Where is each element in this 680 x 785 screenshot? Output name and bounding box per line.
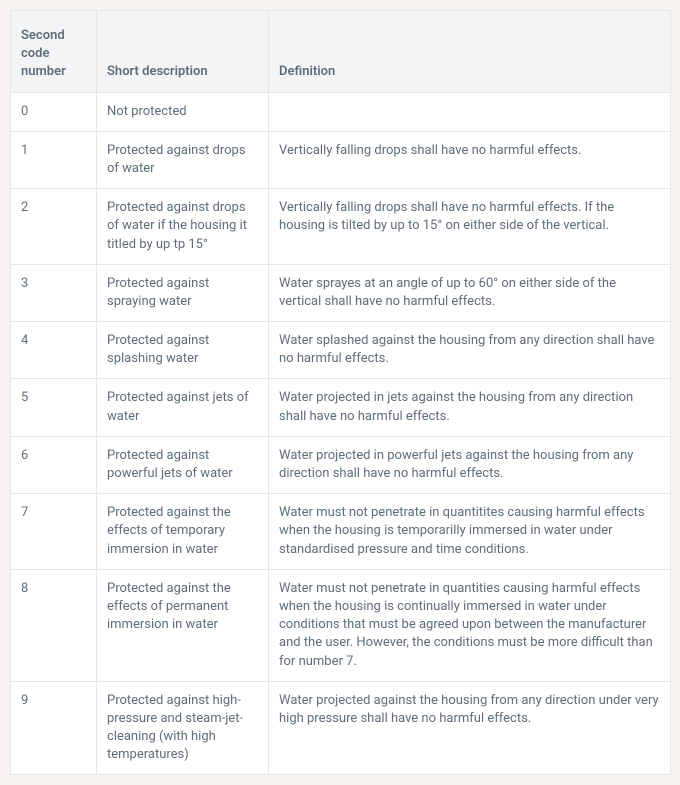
cell-definition: Water sprayes at an angle of up to 60° o… — [269, 264, 671, 321]
cell-definition: Water splashed against the housing from … — [269, 322, 671, 379]
cell-short: Protected against jets of water — [97, 379, 269, 436]
cell-code: 5 — [11, 379, 97, 436]
cell-short: Protected against the effects of permane… — [97, 569, 269, 681]
table-row: 5 Protected against jets of water Water … — [11, 379, 671, 436]
cell-definition: Vertically falling drops shall have no h… — [269, 131, 671, 188]
cell-definition: Water projected in jets against the hous… — [269, 379, 671, 436]
table-row: 7 Protected against the effects of tempo… — [11, 494, 671, 570]
table-row: 4 Protected against splashing water Wate… — [11, 322, 671, 379]
column-header-definition: Definition — [269, 11, 671, 93]
cell-short: Protected against drops of water if the … — [97, 189, 269, 265]
cell-short: Protected against splashing water — [97, 322, 269, 379]
cell-short: Protected against powerful jets of water — [97, 436, 269, 493]
cell-definition — [269, 92, 671, 131]
cell-code: 0 — [11, 92, 97, 131]
cell-code: 6 — [11, 436, 97, 493]
cell-code: 8 — [11, 569, 97, 681]
table-row: 3 Protected against spraying water Water… — [11, 264, 671, 321]
cell-definition: Vertically falling drops shall have no h… — [269, 189, 671, 265]
cell-code: 4 — [11, 322, 97, 379]
cell-definition: Water must not penetrate in quantitites … — [269, 494, 671, 570]
cell-short: Protected against high-pressure and stea… — [97, 681, 269, 775]
cell-code: 7 — [11, 494, 97, 570]
cell-code: 1 — [11, 131, 97, 188]
column-header-code: Second code number — [11, 11, 97, 93]
table-row: 1 Protected against drops of water Verti… — [11, 131, 671, 188]
cell-short: Protected against drops of water — [97, 131, 269, 188]
table-row: 6 Protected against powerful jets of wat… — [11, 436, 671, 493]
cell-short: Protected against the effects of tempora… — [97, 494, 269, 570]
cell-short: Protected against spraying water — [97, 264, 269, 321]
cell-definition: Water projected in powerful jets against… — [269, 436, 671, 493]
table-row: 0 Not protected — [11, 92, 671, 131]
ip-rating-table: Second code number Short description Def… — [10, 10, 671, 775]
table-body: 0 Not protected 1 Protected against drop… — [11, 92, 671, 775]
table-header-row: Second code number Short description Def… — [11, 11, 671, 93]
table-row: 9 Protected against high-pressure and st… — [11, 681, 671, 775]
cell-code: 3 — [11, 264, 97, 321]
cell-short: Not protected — [97, 92, 269, 131]
cell-code: 9 — [11, 681, 97, 775]
cell-definition: Water must not penetrate in quantities c… — [269, 569, 671, 681]
column-header-short: Short description — [97, 11, 269, 93]
cell-code: 2 — [11, 189, 97, 265]
table-row: 8 Protected against the effects of perma… — [11, 569, 671, 681]
cell-definition: Water projected against the housing from… — [269, 681, 671, 775]
table-row: 2 Protected against drops of water if th… — [11, 189, 671, 265]
ip-rating-table-container: Second code number Short description Def… — [10, 10, 670, 775]
